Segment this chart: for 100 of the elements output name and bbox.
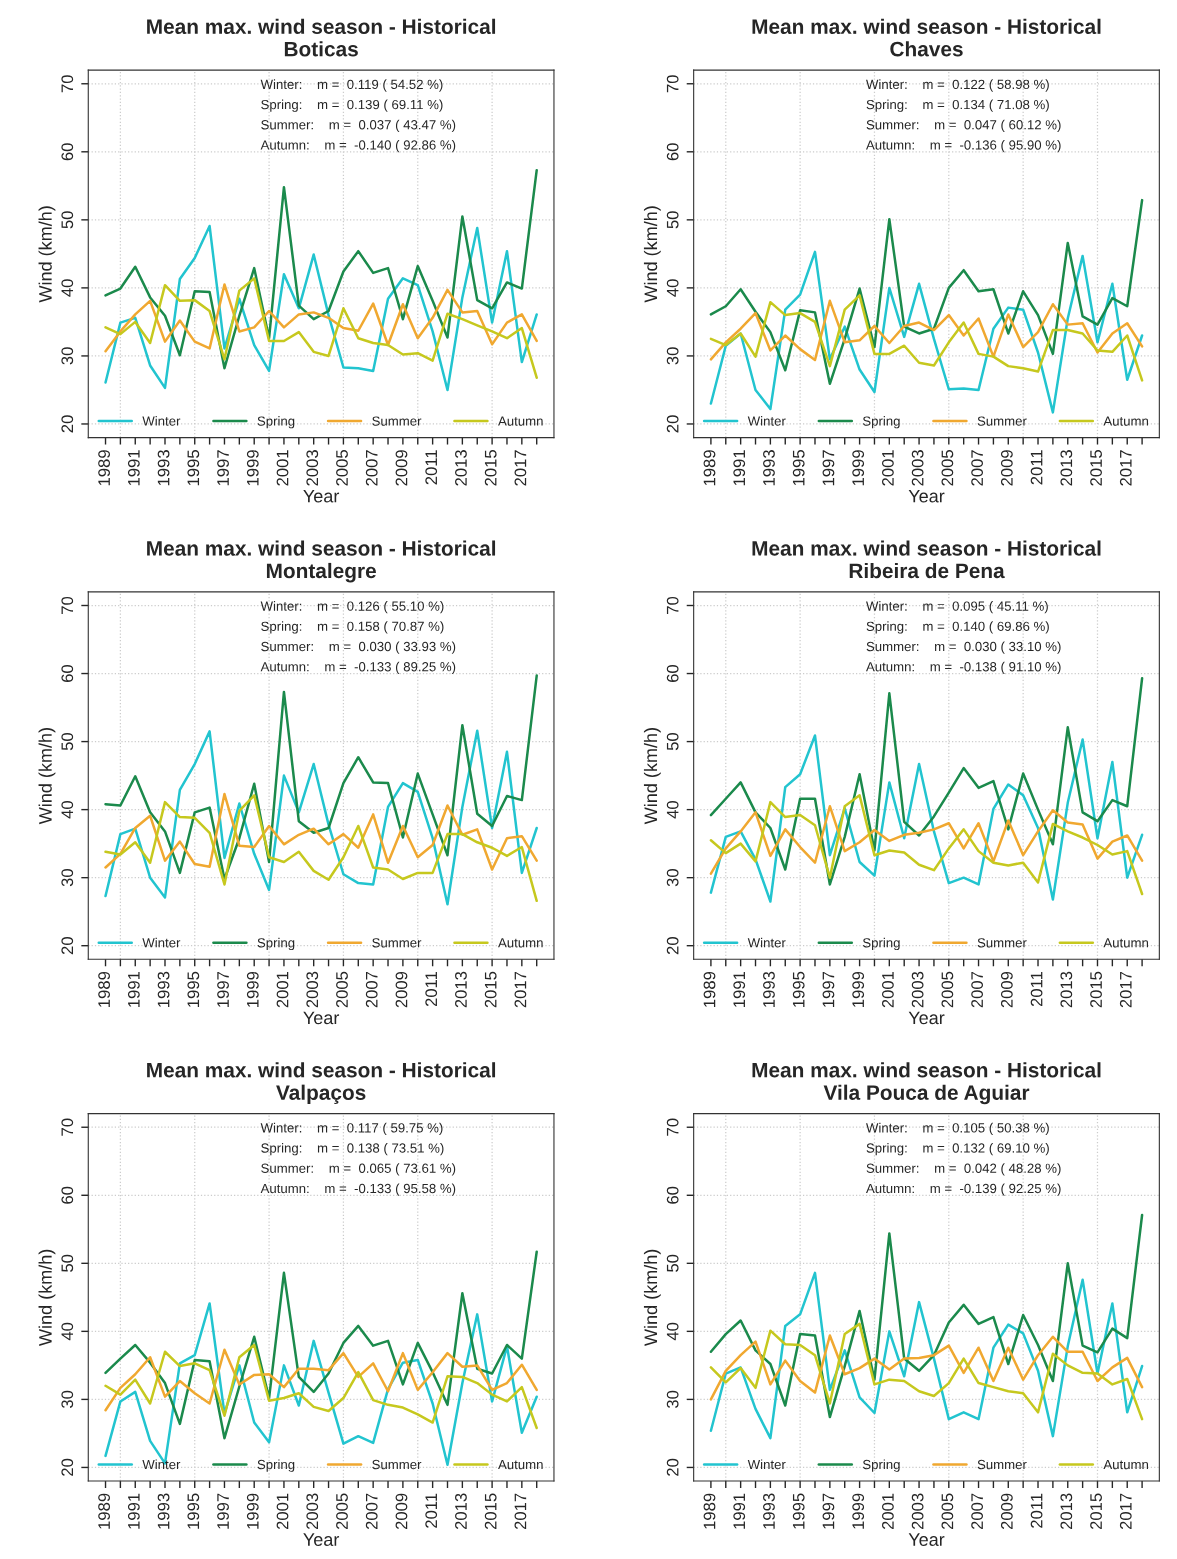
x-tick-label: 2009 (1000, 450, 1013, 486)
x-tick-label: 1989 (98, 450, 110, 486)
x-tick-label: 2003 (306, 971, 319, 1008)
y-tick-label: 50 (666, 211, 679, 229)
x-tick-label: 2015 (484, 450, 497, 486)
annotation: Autumn: m = -0.139 ( 92.25 %) (865, 1183, 1061, 1196)
y-tick-label: 70 (666, 1118, 679, 1136)
y-tick-label: 40 (666, 279, 679, 297)
x-tick-label: 1989 (703, 450, 716, 486)
legend-label: Summer (977, 416, 1027, 426)
legend-label: Spring (862, 937, 900, 951)
x-tick-label: 1993 (763, 1493, 775, 1529)
line-series (709, 1334, 1144, 1401)
x-tick-label: 2009 (395, 1493, 408, 1530)
legend-label: Summer (372, 938, 422, 948)
legend-label: Summer (372, 1459, 422, 1470)
legend-label: Autumn (1103, 938, 1148, 948)
y-tick-label: 40 (666, 801, 679, 819)
y-tick-label: 20 (61, 415, 74, 433)
annotation: Winter: m = 0.122 ( 58.98 %) (866, 79, 1049, 92)
annotation: Summer: m = 0.030 ( 33.93 %) (261, 641, 456, 654)
annotation: Spring: m = 0.140 ( 69.86 %) (866, 621, 1049, 634)
x-tick-label: 2001 (276, 450, 289, 486)
x-tick-label: 1995 (792, 1493, 805, 1529)
x-tick-label: 1991 (733, 450, 746, 486)
x-tick-label: 1995 (792, 450, 805, 486)
annotation: Spring: m = 0.138 ( 73.51 %) (261, 1143, 444, 1156)
x-tick-label: 1991 (733, 1493, 746, 1529)
line-series (709, 677, 1144, 886)
y-tick-label: 60 (666, 664, 679, 682)
y-tick-label: 40 (61, 801, 74, 819)
annotation: Spring: m = 0.134 ( 71.08 %) (866, 99, 1049, 112)
x-tick-label: 2017 (514, 1493, 527, 1530)
y-tick-label: 20 (666, 415, 679, 433)
x-tick-label: 1999 (852, 971, 865, 1007)
x-tick-label: 2005 (941, 1493, 954, 1530)
y-tick-label: 20 (61, 937, 74, 955)
x-tick-label: 2011 (425, 450, 438, 485)
x-tick-label: 2007 (971, 971, 984, 1008)
x-tick-label: 1989 (98, 971, 110, 1007)
y-tick-label: 50 (666, 1254, 679, 1272)
line-series (104, 277, 538, 379)
x-tick-label: 2009 (395, 971, 408, 1008)
y-axis-title: Wind (km/h) (38, 728, 56, 825)
x-tick-label: 1993 (157, 971, 170, 1007)
x-tick-label: 1991 (127, 450, 140, 486)
legend-label: Autumn (1103, 1460, 1148, 1470)
y-tick-label: 60 (61, 1186, 74, 1204)
x-tick-label: 1997 (217, 971, 229, 1007)
x-tick-label: 2011 (425, 971, 438, 1007)
legend-label: Spring (257, 416, 295, 429)
chart-title: Mean max. wind season - Historical Montalegre (147, 540, 496, 583)
y-tick-label: 20 (666, 1458, 679, 1476)
annotation: Summer: m = 0.042 ( 48.28 %) (866, 1163, 1061, 1176)
x-tick-label: 2013 (1060, 1493, 1073, 1530)
x-tick-label: 2005 (336, 971, 348, 1008)
annotation: Summer: m = 0.030 ( 33.10 %) (866, 641, 1061, 654)
x-tick-label: 2013 (1060, 971, 1073, 1008)
x-axis-title: Year (303, 1533, 340, 1546)
x-tick-label: 2005 (336, 450, 348, 486)
y-tick-label: 60 (61, 664, 74, 682)
x-tick-label: 2015 (484, 971, 497, 1008)
x-tick-label: 2015 (1090, 450, 1102, 486)
x-tick-label: 2001 (276, 971, 289, 1008)
x-tick-label: 2005 (941, 450, 954, 486)
x-tick-label: 1997 (822, 1493, 835, 1529)
x-tick-label: 2011 (1030, 971, 1043, 1007)
line-series (709, 804, 1144, 875)
x-tick-label: 2017 (514, 450, 527, 486)
x-tick-label: 1999 (852, 450, 865, 486)
x-tick-label: 1999 (246, 971, 259, 1007)
y-axis-title: Wind (km/h) (38, 206, 56, 303)
x-tick-label: 2003 (911, 971, 924, 1008)
x-tick-label: 2001 (882, 1493, 894, 1530)
y-tick-label: 30 (61, 347, 74, 365)
legend-label: Winter (142, 937, 181, 948)
x-tick-label: 2017 (514, 971, 527, 1008)
x-axis-title: Year (908, 489, 945, 503)
chart-title: Mean max. wind season - Historical Valpaços (147, 1062, 496, 1105)
x-tick-label: 1997 (217, 1493, 229, 1529)
y-axis-title: Wind (km/h) (643, 1249, 661, 1346)
x-tick-label: 2013 (1060, 450, 1073, 486)
annotation: Winter: m = 0.119 ( 54.52 %) (260, 79, 443, 92)
x-tick-label: 2015 (1090, 1493, 1102, 1530)
x-axis-title: Year (908, 1533, 945, 1546)
line-series (709, 1271, 1144, 1440)
y-tick-label: 50 (666, 732, 679, 751)
x-tick-label: 1995 (187, 1493, 200, 1529)
y-tick-label: 70 (61, 596, 74, 614)
line-series (709, 1213, 1144, 1419)
y-axis-title: Wind (km/h) (643, 206, 661, 303)
x-tick-label: 2017 (1119, 971, 1132, 1008)
x-tick-label: 2007 (365, 450, 378, 486)
x-tick-label: 1989 (703, 1493, 716, 1529)
x-tick-label: 1997 (217, 450, 229, 486)
annotation: Autumn: m = -0.136 ( 95.90 %) (865, 139, 1061, 153)
y-tick-label: 30 (666, 347, 679, 365)
x-tick-label: 2015 (484, 1493, 497, 1530)
x-tick-label: 1993 (763, 450, 775, 486)
y-tick-label: 30 (666, 1390, 679, 1409)
